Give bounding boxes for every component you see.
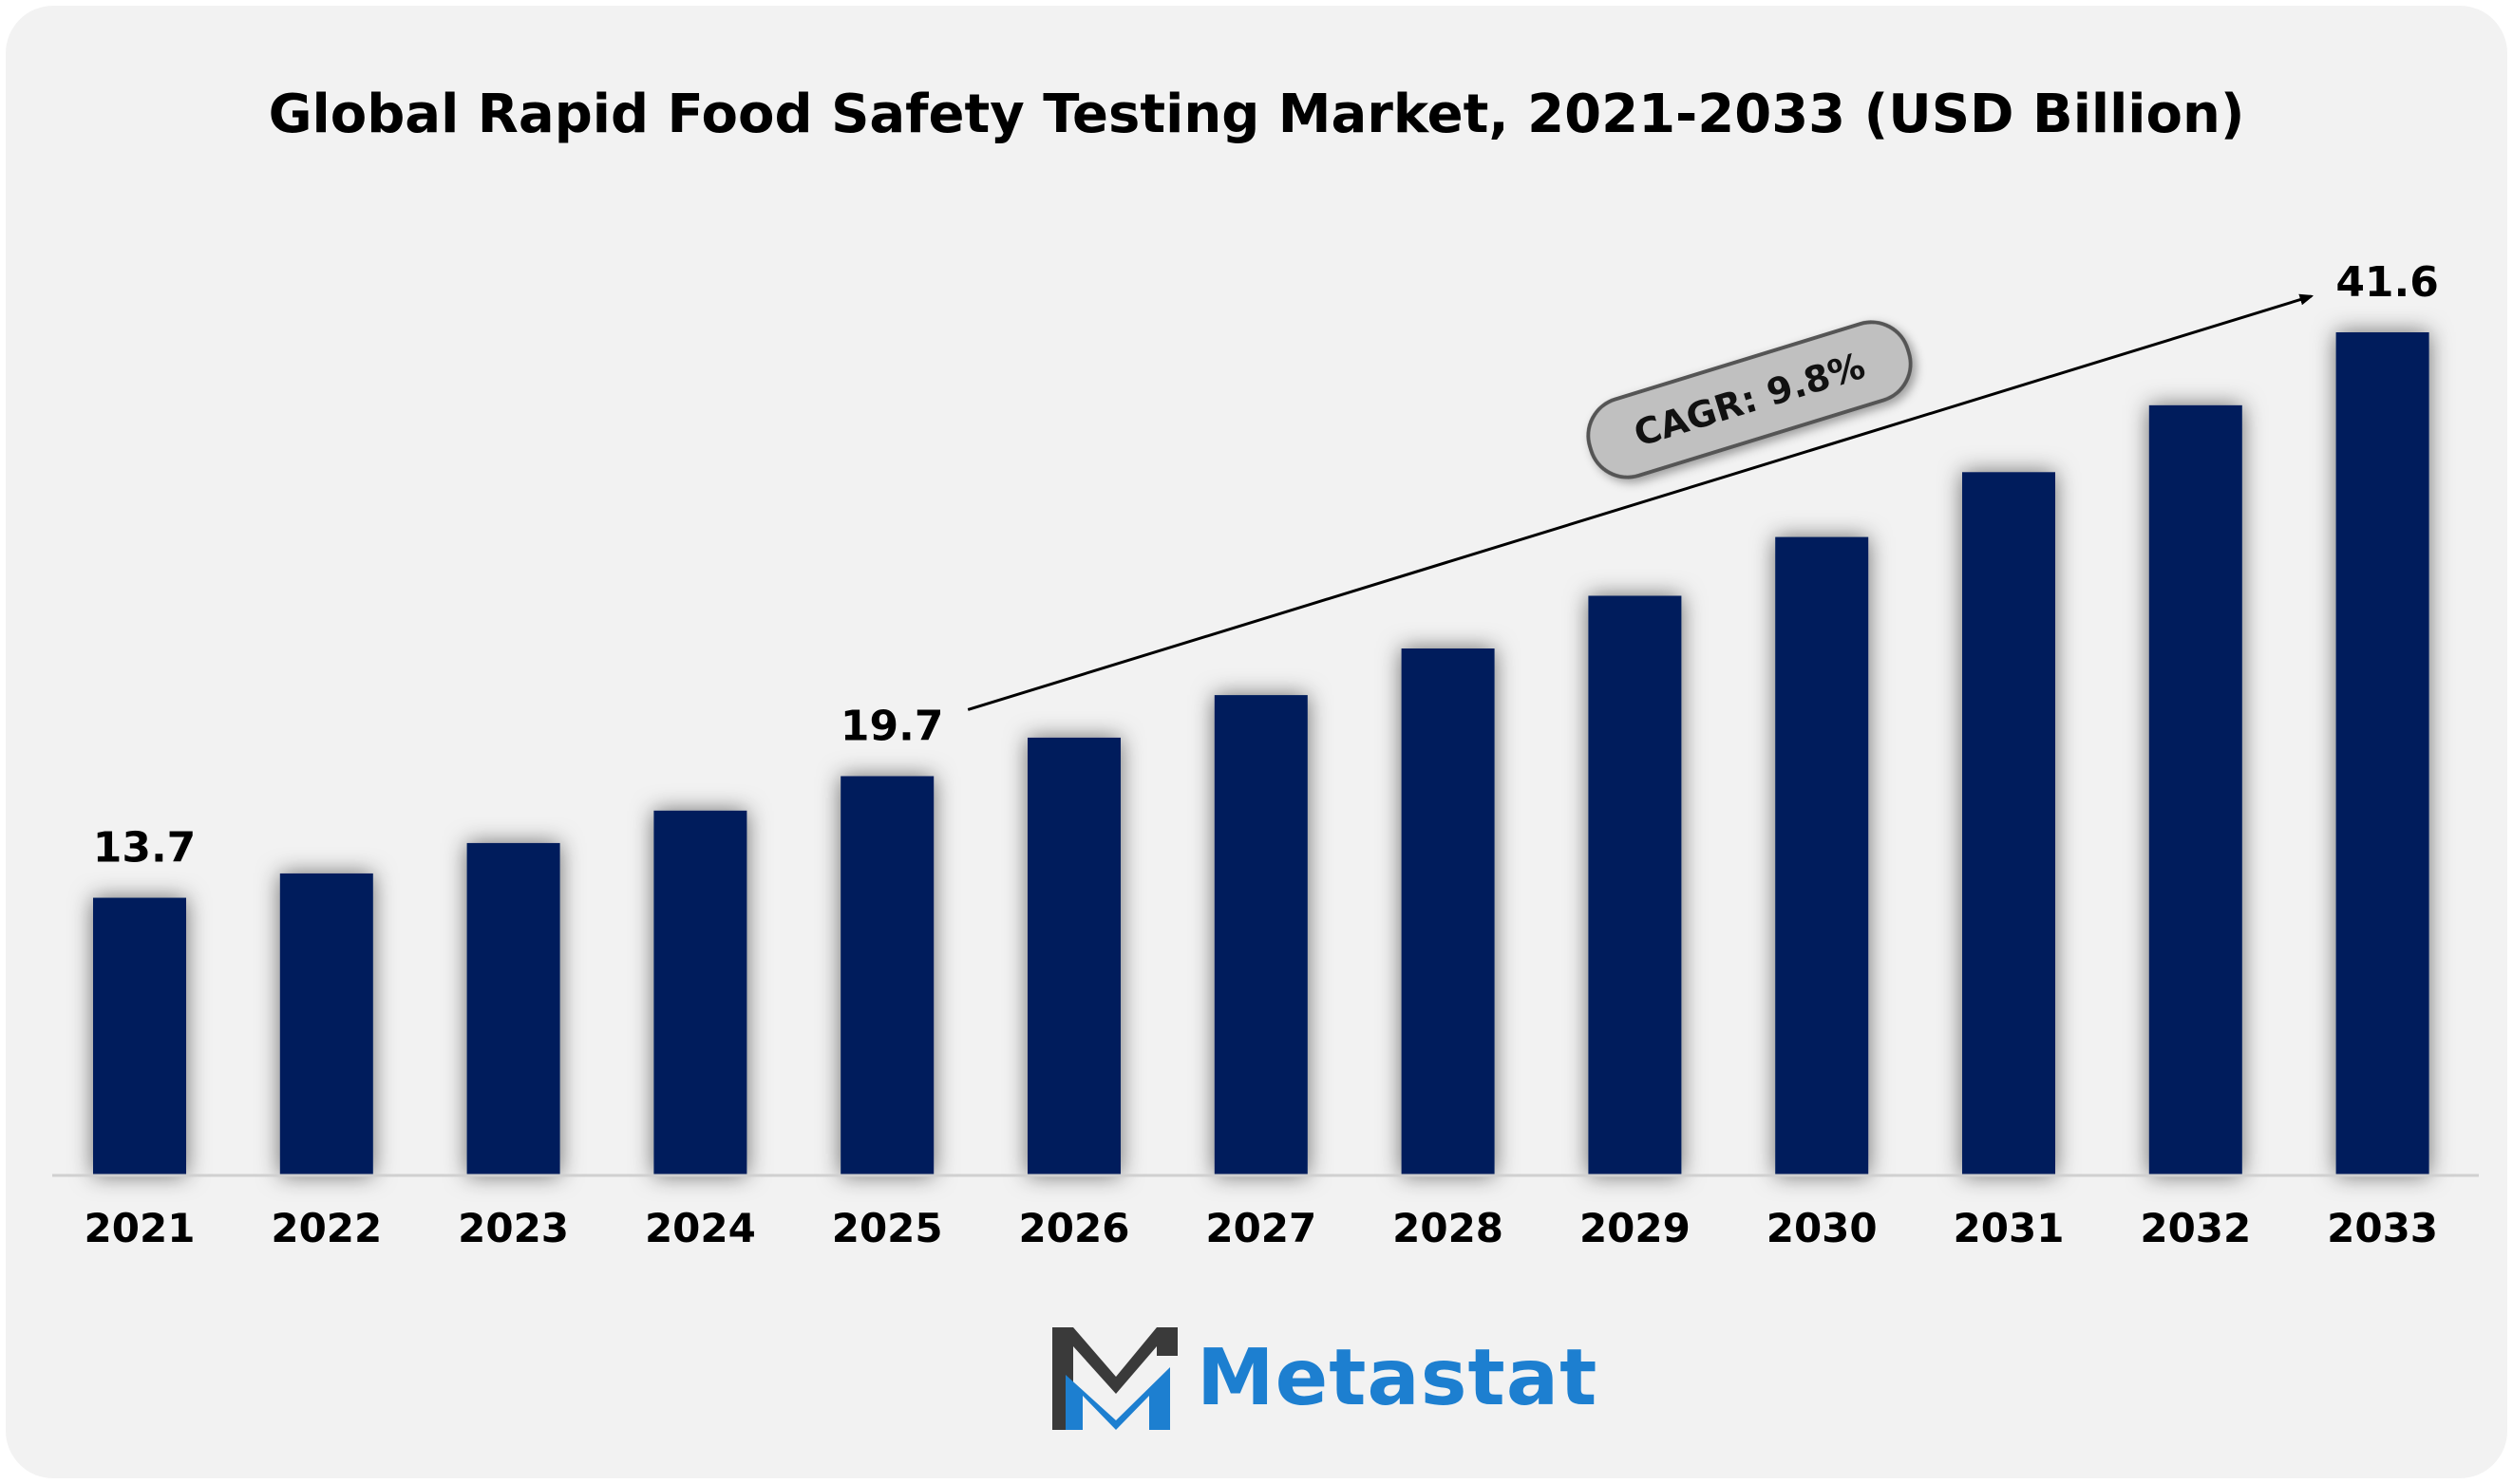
- x-tick-2028: 2028: [1392, 1205, 1503, 1251]
- bar-2025: [841, 776, 935, 1175]
- bar-2033: [2335, 332, 2429, 1175]
- cagr-badge: CAGR: 9.8%: [1586, 320, 1913, 479]
- bar-2027: [1214, 695, 1308, 1175]
- bar-2021: [93, 897, 186, 1175]
- x-tick-2024: 2024: [645, 1205, 756, 1251]
- bar-2032: [2148, 404, 2242, 1175]
- data-label-2021: 13.7: [93, 824, 197, 873]
- x-tick-2025: 2025: [832, 1205, 943, 1251]
- bar-2022: [279, 873, 373, 1175]
- x-tick-2026: 2026: [1019, 1205, 1130, 1251]
- x-axis-ticks: 2021 2022 2023 2024 2025 2026 2027 2028 2029 2030…: [85, 1205, 2439, 1251]
- data-label-2025: 19.7: [841, 702, 944, 750]
- bar-2029: [1588, 595, 1682, 1175]
- bar-2028: [1401, 648, 1495, 1175]
- cagr-arrow: [967, 296, 2311, 711]
- metastat-logo-text: Metastat: [1197, 1333, 1598, 1423]
- cagr-annotation: CAGR: 9.8%: [967, 296, 2311, 711]
- x-tick-2023: 2023: [458, 1205, 569, 1251]
- bar-2031: [1962, 472, 2055, 1175]
- x-tick-2032: 2032: [2140, 1205, 2251, 1251]
- chart-title: Global Rapid Food Safety Testing Market,…: [268, 84, 2245, 145]
- bar-2023: [466, 842, 560, 1175]
- bar-2026: [1028, 737, 1121, 1175]
- x-tick-2029: 2029: [1579, 1205, 1691, 1251]
- x-tick-2033: 2033: [2327, 1205, 2438, 1251]
- data-label-2033: 41.6: [2335, 258, 2439, 307]
- x-tick-2022: 2022: [271, 1205, 382, 1251]
- metastat-logo: Metastat: [1045, 1318, 1597, 1441]
- x-tick-2021: 2021: [85, 1205, 196, 1251]
- bar-2030: [1775, 536, 1869, 1175]
- metastat-m-icon: [1052, 1327, 1178, 1430]
- bar-2024: [653, 810, 747, 1175]
- x-tick-2031: 2031: [1954, 1205, 2065, 1251]
- cagr-badge-shape: [1586, 320, 1913, 479]
- x-tick-2027: 2027: [1205, 1205, 1316, 1251]
- bars-group: [93, 332, 2429, 1175]
- data-labels: 13.7 19.7 41.6: [93, 258, 2439, 873]
- x-tick-2030: 2030: [1767, 1205, 1878, 1251]
